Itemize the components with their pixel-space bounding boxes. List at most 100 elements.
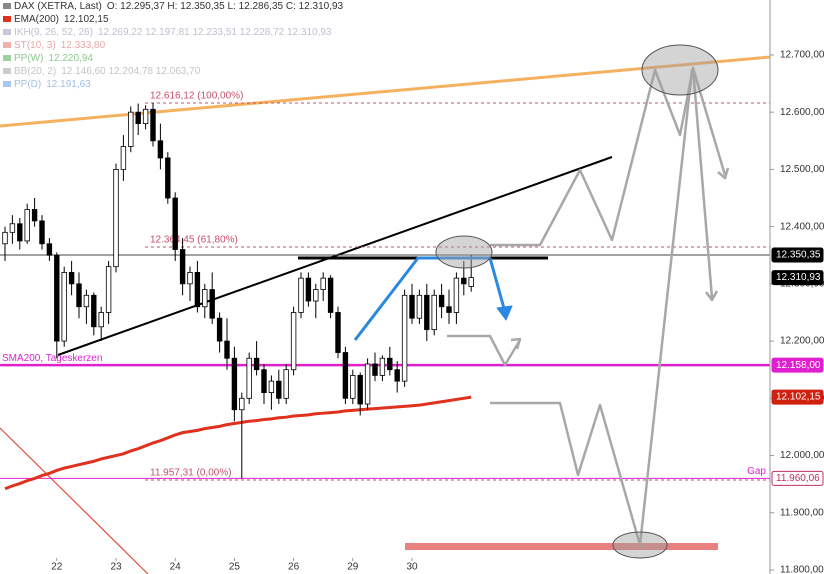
- candle-body: [431, 294, 437, 331]
- legend-name: PP(D): [14, 79, 41, 90]
- candle-body: [401, 294, 408, 382]
- legend-entry: EMA(200) 12.102,15: [14, 14, 109, 25]
- candle-body: [350, 375, 356, 399]
- candle-body: [261, 369, 267, 393]
- candle-body: [246, 357, 252, 399]
- candle-body: [298, 277, 304, 313]
- level-label: 12.616,12 (100,00%): [150, 91, 243, 102]
- candle-body: [364, 363, 371, 405]
- trend-line: [57, 156, 613, 356]
- candle-body: [61, 272, 67, 342]
- y-tick-label: 12.500,00: [780, 164, 824, 175]
- arrow-head: [496, 305, 513, 321]
- legend-value: 12.220,94: [48, 53, 93, 64]
- candle-body: [142, 108, 149, 125]
- legend-value: 12.333,80: [61, 40, 106, 51]
- candle-body: [276, 380, 282, 399]
- candle-body: [128, 111, 134, 147]
- legend-swatch: [3, 29, 11, 35]
- x-tick-label: 29: [347, 562, 359, 573]
- candle-body: [416, 294, 423, 319]
- arrow-head: [705, 290, 719, 302]
- candle-body: [172, 197, 178, 250]
- candle-body: [31, 209, 38, 222]
- projection: [490, 69, 694, 547]
- candle-body: [157, 140, 164, 159]
- price-tag-label: 12.102,15: [776, 392, 821, 403]
- candle-body: [76, 283, 82, 308]
- candle-body: [253, 357, 260, 371]
- price-tag: [771, 357, 824, 373]
- candle-body: [394, 369, 400, 382]
- legend-swatch: [3, 81, 11, 87]
- candle-body: [342, 352, 349, 399]
- candle-body: [135, 111, 141, 125]
- candle-body: [290, 312, 297, 371]
- level-label: SMA200, Tageskerzen: [2, 353, 102, 364]
- candle-body: [327, 277, 334, 313]
- price-tag: [771, 270, 824, 286]
- candle-body: [468, 277, 474, 287]
- candle-body: [9, 223, 16, 233]
- candle-body: [216, 317, 223, 342]
- candle-body: [357, 375, 363, 405]
- candle-body: [120, 146, 127, 170]
- legend-swatch: [3, 42, 11, 48]
- level-label: Gap: [747, 466, 766, 477]
- y-tick-label: 12.000,00: [780, 450, 824, 461]
- legend-value: 12.102,15: [64, 14, 109, 25]
- ema-line: [4, 395, 472, 491]
- candle-body: [187, 272, 193, 285]
- level-label: 12.364,45 (61,80%): [150, 235, 238, 246]
- legend-value: 12.191,63: [46, 79, 91, 90]
- legend-entry: IKH(9, 26, 52, 26) 12.269,22 12.197,81 12…: [14, 27, 332, 38]
- y-tick-label: 12.400,00: [780, 221, 824, 232]
- legend-swatch: [3, 16, 11, 22]
- legend-value: 12.269,22 12.197,81 12.233,51 12.228,72 …: [98, 27, 332, 38]
- candle-body: [424, 294, 430, 331]
- highlight: [435, 235, 493, 269]
- plot: 12.616,12 (100,00%) 12.364,45 (61,80%) 11.…: [0, 91, 770, 491]
- x-tick-label: 30: [406, 562, 418, 573]
- price-tag: [771, 389, 824, 405]
- price-tag-label: 12.158,00: [776, 360, 821, 371]
- legend-name: ST(10, 3): [14, 40, 56, 51]
- price-tag: [771, 247, 824, 263]
- legend-entry: BB(20, 2) 12.146,60 12.204,78 12.063,70: [14, 66, 201, 77]
- highlight: [641, 44, 719, 96]
- projection: [447, 334, 522, 367]
- gap-zone: [405, 543, 718, 550]
- candle-body: [409, 294, 415, 319]
- price-tag: [771, 470, 824, 486]
- candle-body: [446, 306, 452, 313]
- y-tick-label: 12.200,00: [780, 336, 824, 347]
- candle-body: [372, 363, 378, 376]
- candle-body: [313, 289, 319, 302]
- legend-name: PP(W): [14, 53, 43, 64]
- y-tick-label: 11.900,00: [780, 507, 824, 518]
- legend-swatch: [3, 68, 11, 74]
- x-tick-label: 22: [51, 562, 63, 573]
- candle-body: [335, 312, 341, 353]
- candle-body: [239, 397, 245, 411]
- candle-body: [179, 249, 186, 285]
- legend-entry: PP(D) 12.191,63: [14, 79, 91, 90]
- drawings: [298, 44, 730, 559]
- level-label: 11.957,31 (0,00%): [150, 468, 232, 479]
- price-tag-label: 12.350,35: [776, 250, 821, 261]
- legend-entry: ST(10, 3) 12.333,80: [14, 40, 106, 51]
- candle-body: [2, 231, 8, 245]
- candle-body: [98, 312, 104, 328]
- x-tick-label: 24: [170, 562, 182, 573]
- candle-body: [83, 294, 90, 308]
- y-axis: 22 23 24 25 26 29 30 12.700,00 12.600,00 12.500,0…: [51, 50, 824, 574]
- legend-entry: DAX (XETRA, Last) O: 12.295,37 H: 12.350,…: [14, 1, 344, 12]
- legend-value: 12.146,60 12.204,78 12.063,70: [61, 66, 200, 77]
- legend-name: IKH(9, 26, 52, 26): [14, 27, 93, 38]
- candle-body: [91, 294, 97, 328]
- highlight: [612, 531, 668, 559]
- candle-body: [194, 272, 201, 308]
- candle-body: [17, 223, 23, 242]
